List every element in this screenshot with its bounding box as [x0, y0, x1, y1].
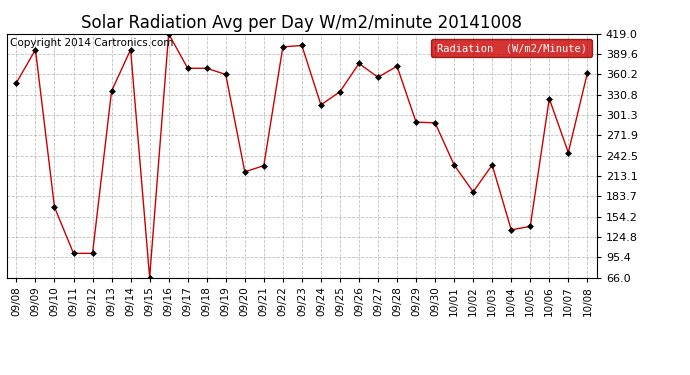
Legend: Radiation  (W/m2/Minute): Radiation (W/m2/Minute): [431, 39, 591, 57]
Text: Copyright 2014 Cartronics.com: Copyright 2014 Cartronics.com: [10, 38, 174, 48]
Title: Solar Radiation Avg per Day W/m2/minute 20141008: Solar Radiation Avg per Day W/m2/minute …: [81, 14, 522, 32]
